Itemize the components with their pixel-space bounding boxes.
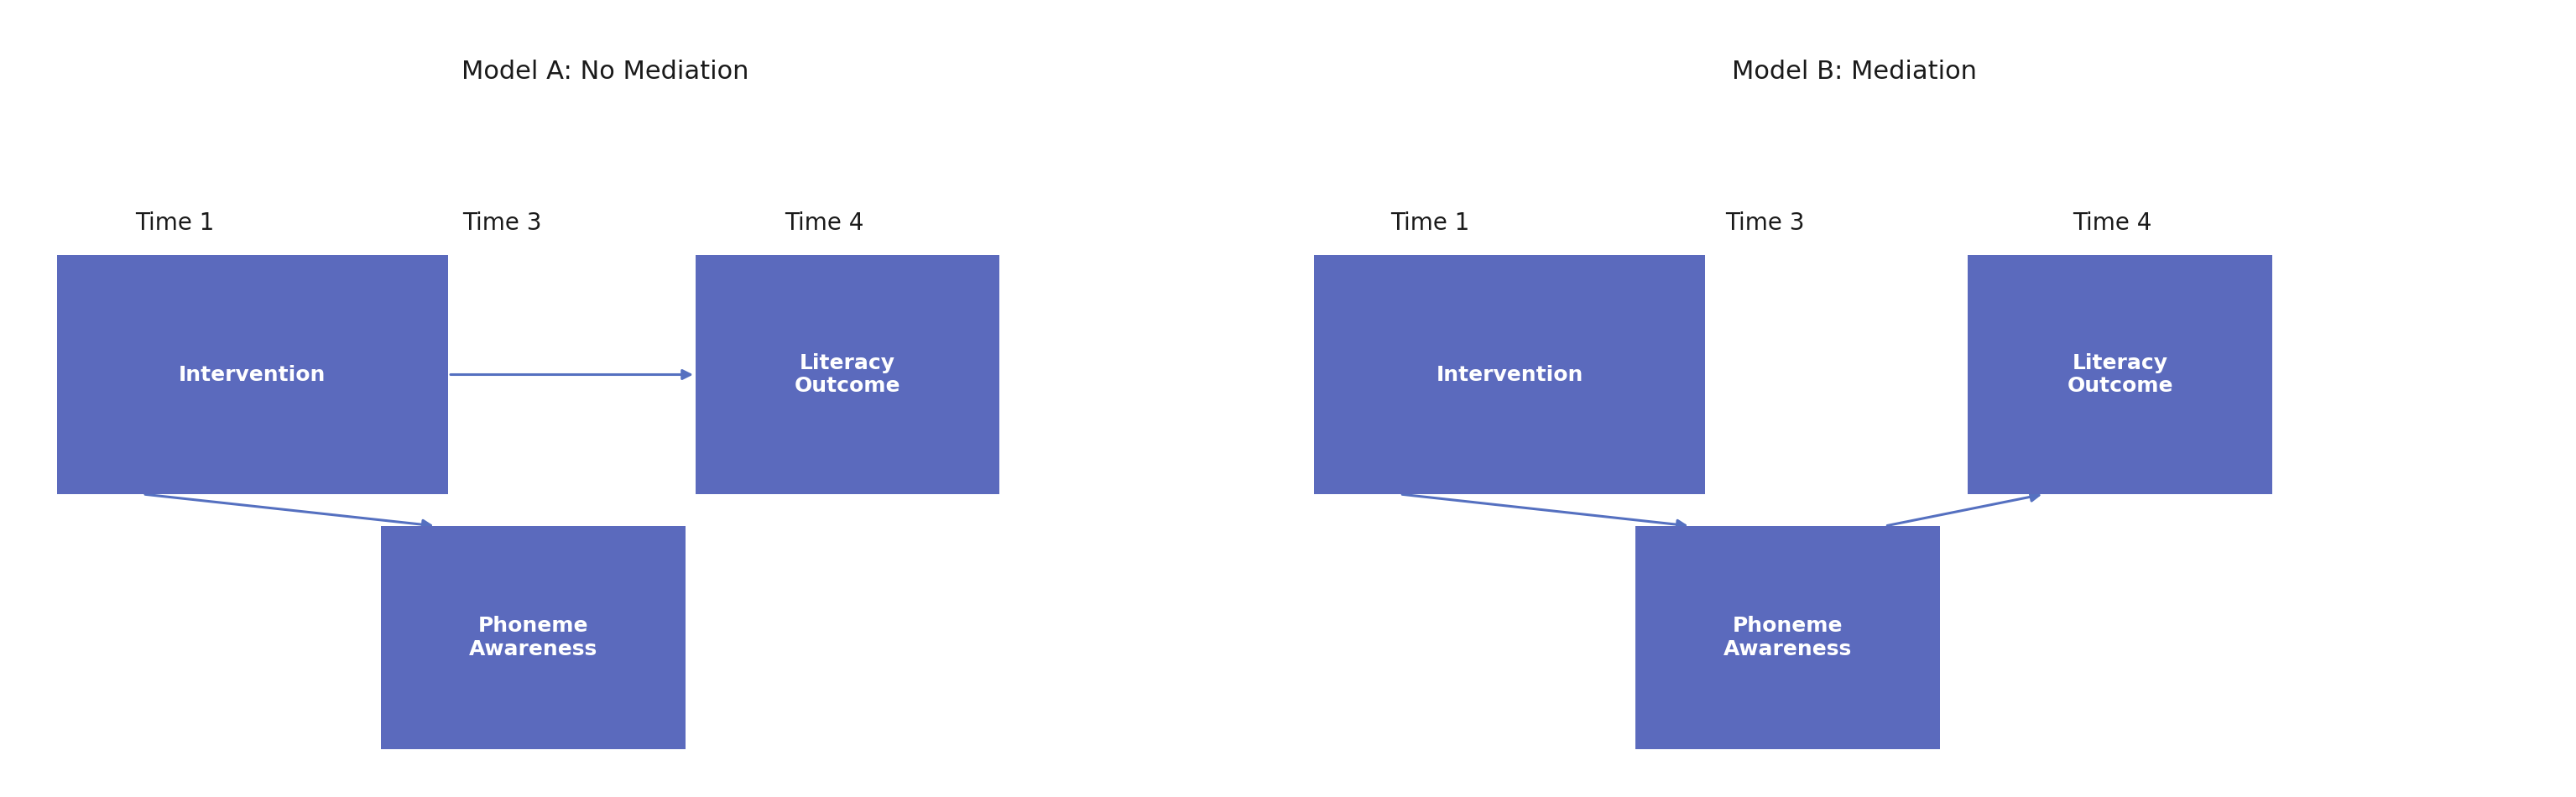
FancyBboxPatch shape [696,255,999,494]
Text: Time 3: Time 3 [1726,211,1803,235]
FancyBboxPatch shape [57,255,448,494]
Text: Model B: Mediation: Model B: Mediation [1731,60,1978,84]
Text: Literacy
Outcome: Literacy Outcome [2066,353,2174,396]
Text: Intervention: Intervention [178,364,327,385]
Text: Time 4: Time 4 [786,211,863,235]
Text: Phoneme
Awareness: Phoneme Awareness [469,616,598,659]
Text: Intervention: Intervention [1435,364,1584,385]
FancyBboxPatch shape [1636,526,1940,749]
Text: Time 1: Time 1 [137,211,214,235]
FancyBboxPatch shape [1314,255,1705,494]
Text: Time 4: Time 4 [2074,211,2151,235]
Text: Literacy
Outcome: Literacy Outcome [793,353,902,396]
Text: Model A: No Mediation: Model A: No Mediation [461,60,750,84]
Text: Time 3: Time 3 [464,211,541,235]
Text: Phoneme
Awareness: Phoneme Awareness [1723,616,1852,659]
FancyBboxPatch shape [1968,255,2272,494]
Text: Time 1: Time 1 [1391,211,1468,235]
FancyBboxPatch shape [381,526,685,749]
